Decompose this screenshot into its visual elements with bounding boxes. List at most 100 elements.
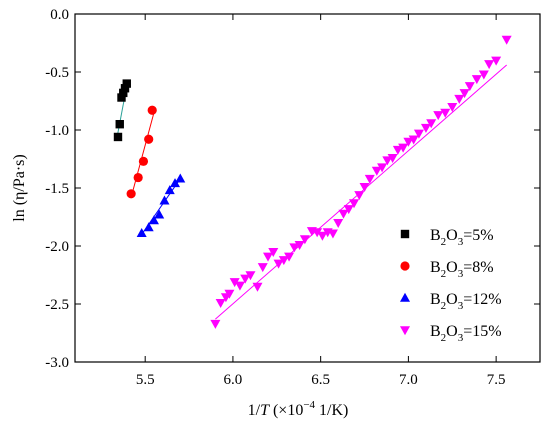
- data-point: [484, 60, 495, 70]
- y-axis: 0.0 -0.5 -1.0 -1.5 -2.0 -2.5 -3.0: [45, 7, 540, 371]
- legend-marker-1: [400, 229, 410, 239]
- y-tick-label: 0.0: [50, 7, 69, 23]
- data-point: [257, 263, 268, 273]
- data-point: [464, 82, 475, 92]
- x-axis-title-exponent: −4: [303, 399, 315, 411]
- data-point: [398, 143, 409, 153]
- data-point: [294, 241, 305, 251]
- data-point: [245, 271, 256, 281]
- x-axis-title-italic-t: T: [260, 402, 270, 419]
- data-point: [447, 103, 458, 112]
- x-axis-title-part-3: (×10: [269, 402, 303, 419]
- y-tick-label: -2.5: [45, 297, 69, 313]
- data-point: [420, 123, 431, 133]
- x-tick-label: 5.5: [136, 372, 155, 388]
- data-point: [349, 199, 359, 209]
- fit-line-2: [130, 112, 155, 198]
- data-point: [433, 111, 444, 121]
- data-point: [159, 195, 170, 205]
- data-point: [359, 183, 370, 193]
- data-point: [113, 132, 123, 142]
- data-point: [164, 185, 175, 195]
- data-point: [252, 282, 263, 292]
- legend-label-4: B2O3=15%: [430, 323, 502, 344]
- x-axis-title-part-1: 1/: [248, 402, 261, 419]
- legend-label-3: B2O3=12%: [430, 291, 502, 312]
- data-point: [343, 205, 354, 215]
- y-axis-title: ln (η/Pa·s): [11, 154, 28, 221]
- legend-label-1: B2O3=5%: [430, 227, 494, 248]
- data-point: [268, 248, 279, 257]
- data-point: [354, 191, 365, 201]
- plot-frame: [74, 13, 541, 363]
- data-point: [170, 178, 181, 188]
- data-point: [338, 209, 349, 219]
- data-point: [382, 156, 393, 166]
- x-tick-label: 6.0: [224, 372, 243, 388]
- data-point: [215, 299, 226, 309]
- data-point: [136, 228, 147, 238]
- data-point: [371, 166, 382, 176]
- data-point: [403, 137, 414, 147]
- data-point: [471, 75, 482, 85]
- data-point: [392, 145, 403, 155]
- data-point: [312, 228, 323, 238]
- data-point: [115, 120, 124, 129]
- data-point: [126, 189, 136, 199]
- legend-marker-4: [400, 326, 410, 336]
- data-point: [289, 243, 300, 253]
- y-tick-label: -1.0: [45, 123, 69, 139]
- x-tick-label: 7.0: [399, 372, 418, 388]
- data-point: [175, 173, 186, 183]
- data-point: [454, 94, 465, 104]
- data-point: [333, 219, 344, 228]
- data-point: [413, 129, 424, 139]
- x-axis-title: 1/T (×10−4 1/K): [248, 399, 349, 419]
- data-point: [426, 119, 437, 129]
- x-tick-label: 7.5: [487, 372, 506, 388]
- data-point: [299, 235, 310, 245]
- data-point: [122, 79, 131, 88]
- data-point: [478, 70, 489, 80]
- data-point: [501, 35, 512, 45]
- data-point: [263, 252, 274, 262]
- data-point: [154, 209, 165, 219]
- data-point: [133, 172, 143, 183]
- y-tick-label: -3.0: [45, 355, 69, 371]
- data-point: [147, 105, 157, 115]
- data-point: [138, 156, 149, 166]
- data-point: [224, 289, 235, 299]
- data-point: [234, 281, 245, 291]
- data-point: [120, 84, 130, 93]
- data-point: [144, 134, 154, 144]
- data-point: [327, 229, 338, 239]
- legend: B2O3=5% B2O3=8% B2O3=12% B2O3=15%: [400, 227, 502, 344]
- data-point: [119, 88, 128, 98]
- data-point: [210, 319, 221, 329]
- data-point: [317, 231, 328, 241]
- legend-label-2: B2O3=8%: [430, 259, 494, 280]
- data-point: [229, 278, 240, 288]
- y-tick-label: -2.0: [45, 239, 69, 255]
- data-point: [117, 93, 126, 102]
- x-axis: 5.5 6.0 6.5 7.0 7.5: [136, 14, 506, 388]
- legend-marker-2: [400, 261, 410, 271]
- data-point: [440, 108, 451, 118]
- y-tick-label: -1.5: [45, 181, 69, 197]
- data-point: [491, 56, 502, 66]
- x-tick-label: 6.5: [311, 372, 330, 388]
- data-point: [408, 135, 419, 145]
- data-point: [387, 154, 398, 164]
- data-points: [113, 35, 512, 329]
- data-point: [377, 163, 388, 173]
- y-tick-label: -0.5: [45, 65, 69, 81]
- data-point: [459, 89, 470, 99]
- data-point: [143, 222, 154, 232]
- data-point: [240, 274, 251, 284]
- data-point: [278, 256, 289, 266]
- data-point: [284, 252, 295, 262]
- x-axis-title-unit: 1/K): [315, 402, 348, 419]
- data-point: [273, 259, 284, 269]
- data-point: [148, 215, 159, 225]
